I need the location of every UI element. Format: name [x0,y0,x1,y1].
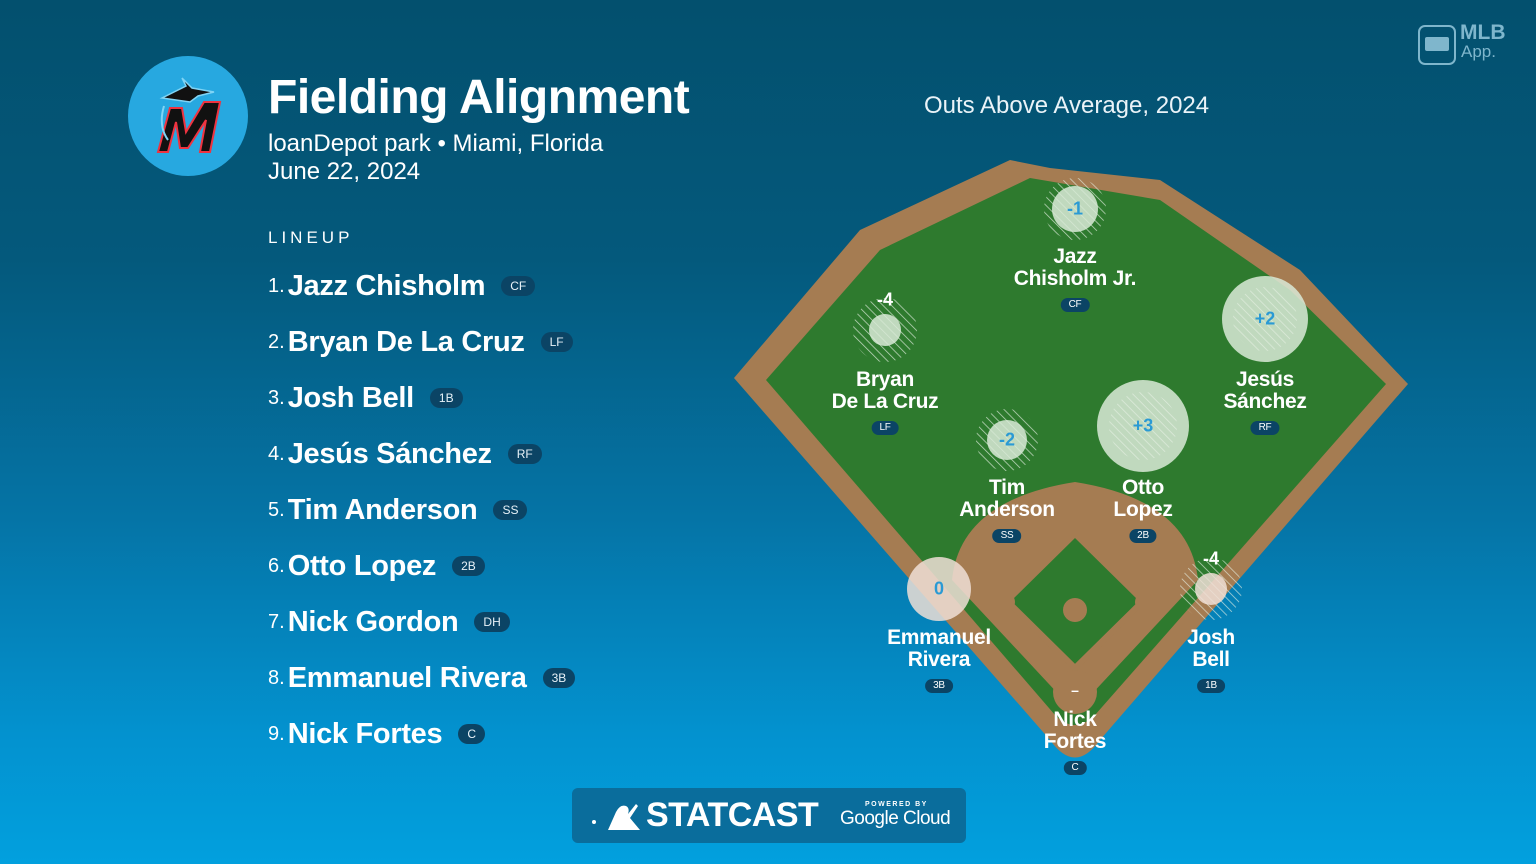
oaa-bubble-lf [853,298,917,362]
oaa-value-2b: +3 [1132,415,1154,436]
marlins-logo-icon [156,77,222,153]
lineup-row: 1. Jazz Chisholm CF [268,258,575,314]
position-badge: LF [540,332,573,352]
venue: loanDepot park • Miami, Florida [268,130,604,157]
position-badge: LF [871,421,899,435]
chart-title: Outs Above Average, 2024 [924,92,1210,119]
batting-order: 9. [268,722,285,745]
oaa-value-3b: 0 [933,578,945,599]
batting-order: 7. [268,610,285,633]
mlb-logo-icon [1418,25,1456,65]
batting-order: 1. [268,274,285,297]
position-badge: 3B [925,679,953,693]
batting-order: 6. [268,554,285,577]
oaa-value-lf: -4 [876,289,894,310]
batting-order: 2. [268,330,285,353]
batting-order: 4. [268,442,285,465]
player-name: Otto Lopez [287,549,437,582]
position-badge: 3B [542,668,576,688]
oaa-bubble-1b [1180,558,1242,620]
mlb-wordmark: MLB [1460,21,1506,44]
statcast-wordmark: STATCAST [646,796,819,834]
game-date: June 22, 2024 [268,158,421,185]
lineup-heading: LINEUP [268,228,354,247]
pitchers-mound [1063,598,1087,622]
position-badge: 1B [1197,679,1225,693]
oaa-bubble-cf [1044,178,1106,240]
fielder-label-c: Nick Fortes C [1043,708,1107,775]
position-badge: RF [1250,421,1280,435]
lineup-row: 9. Nick Fortes C [268,706,575,762]
lineup-row: 5. Tim Anderson SS [268,482,575,538]
oaa-bubble-rf [1222,276,1308,362]
batting-order: 3. [268,386,285,409]
oaa-value-rf: +2 [1254,308,1276,329]
lineup-row: 2. Bryan De La Cruz LF [268,314,575,370]
lineup-row: 4. Jesús Sánchez RF [268,426,575,482]
fielder-label-2b: Otto Lopez 2B [1113,476,1173,543]
fielder-label-rf: Jesús Sánchez RF [1223,368,1307,435]
batting-order: 5. [268,498,285,521]
mlb-app-logo: MLB App. [1418,21,1530,65]
position-badge: SS [493,500,528,520]
position-badge: CF [501,276,536,296]
lineup-row: 3. Josh Bell 1B [268,370,575,426]
position-badge: DH [474,612,510,632]
page-title: Fielding Alignment [268,71,690,124]
statcast-banner: STATCAST POWERED BY Google Cloud [572,788,966,843]
oaa-value-cf: -1 [1066,198,1084,219]
position-badge: 1B [429,388,463,408]
player-name: Jesús Sánchez [287,437,492,470]
player-name: Nick Fortes [287,717,443,750]
game-info: loanDepot park • Miami, Florida June 22,… [268,130,603,186]
oaa-value-ss: -2 [998,429,1016,450]
player-name: Emmanuel Rivera [287,661,527,694]
google-cloud-wordmark: Google Cloud [840,808,951,829]
position-badge: SS [992,529,1022,543]
position-badge: 2B [1129,529,1157,543]
powered-by: POWERED BY [865,801,928,808]
fielder-label-1b: Josh Bell 1B [1187,626,1235,693]
player-name: Nick Gordon [287,605,459,638]
home-plate-area [1053,670,1097,714]
lineup-row: 8. Emmanuel Rivera 3B [268,650,576,706]
lineup-row: 7. Nick Gordon DH [268,594,575,650]
position-badge: C [458,724,486,744]
oaa-bubble-2b [1097,380,1189,472]
lineup-row: 6. Otto Lopez 2B [268,538,575,594]
lineup-list: 1. Jazz Chisholm CF 2. Bryan De La Cruz LF 3… [268,258,576,762]
player-name: Josh Bell [287,381,415,414]
app-wordmark: App. [1461,42,1496,61]
oaa-value-c: – [1071,682,1079,698]
fielder-label-3b: Emmanuel Rivera 3B [887,626,991,693]
fielder-label-ss: Tim Anderson SS [959,476,1055,543]
oaa-bubble-3b [907,557,971,621]
fielder-label-cf: Jazz Chisholm Jr. CF [1013,245,1137,312]
batting-order: 8. [268,666,285,689]
position-badge: RF [507,444,542,464]
player-name: Jazz Chisholm [287,269,486,302]
mlb-batter-icon [608,804,640,830]
position-badge: 2B [452,556,485,576]
player-name: Bryan De La Cruz [287,325,525,358]
position-badge: CF [1060,298,1090,312]
fielder-label-lf: Bryan De La Cruz LF [831,368,939,435]
oaa-bubble-ss [976,409,1038,471]
position-badge: C [1063,761,1087,775]
oaa-value-1b: -4 [1202,548,1220,569]
team-logo [128,56,248,176]
player-name: Tim Anderson [287,493,478,526]
